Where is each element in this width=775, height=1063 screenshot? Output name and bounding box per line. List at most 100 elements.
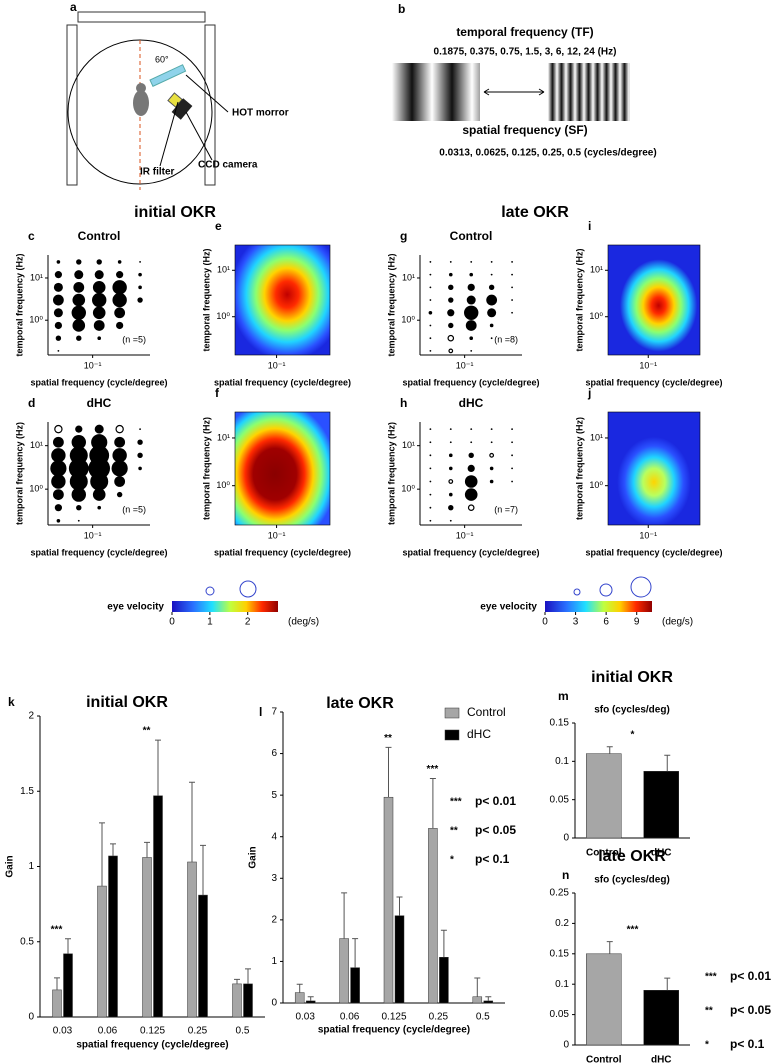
y-tick-label: 10⁰ — [216, 480, 230, 490]
colorbar-tick-label: 1 — [207, 617, 213, 628]
panel-label: e — [215, 219, 222, 233]
x-tick-label: dHC — [651, 848, 672, 859]
x-tick-label: 10⁻¹ — [268, 360, 286, 370]
bar — [586, 953, 622, 1046]
y-axis-label: temporal frequency (Hz) — [574, 417, 584, 520]
x-tick-label: 10⁻¹ — [456, 530, 474, 540]
bubble — [448, 479, 454, 484]
bubble — [138, 272, 142, 277]
bar — [586, 753, 622, 839]
error-bar — [200, 844, 206, 896]
bubble — [139, 261, 141, 263]
significance: *** — [51, 924, 63, 935]
grating-low — [392, 63, 480, 121]
y-tick-label: 1 — [271, 956, 277, 967]
bubble — [448, 453, 453, 458]
panel-label: c — [28, 229, 35, 243]
bubble — [112, 448, 127, 463]
bubble — [511, 441, 513, 444]
bubble — [94, 270, 104, 280]
error-bar — [664, 977, 671, 991]
heatmap — [607, 411, 701, 526]
bubble — [448, 297, 454, 303]
y-tick-label: 10⁰ — [29, 484, 43, 494]
bar — [643, 771, 679, 839]
bubble — [448, 504, 454, 511]
bubble — [470, 350, 473, 352]
error-bar — [307, 996, 314, 1001]
bubble — [470, 441, 473, 444]
bar — [142, 857, 152, 1018]
bubble — [54, 321, 62, 330]
bar — [383, 796, 394, 1004]
error-bar — [54, 977, 60, 990]
bubble — [112, 280, 127, 295]
bubble — [56, 518, 61, 523]
bubble — [56, 260, 61, 264]
arena-diagram — [66, 11, 229, 190]
bar — [198, 894, 208, 1018]
bubble — [97, 505, 102, 510]
bubble — [138, 285, 142, 290]
bar — [439, 957, 449, 1004]
bubble — [54, 424, 63, 434]
y-tick-label: 7 — [271, 707, 277, 718]
y-tick-label: 10¹ — [217, 432, 230, 442]
bubble — [73, 281, 85, 293]
bar — [108, 855, 118, 1018]
bar — [643, 990, 679, 1046]
error-bar — [296, 983, 303, 993]
x-axis-label: spatial frequency (cycle/degree) — [585, 377, 722, 387]
n-label: (n =5) — [122, 504, 146, 514]
bubble — [487, 308, 497, 318]
x-axis-label: spatial frequency (cycle/degree) — [318, 1025, 470, 1036]
bubble — [447, 334, 455, 342]
legend-swatch — [444, 729, 460, 741]
bubble — [75, 425, 83, 433]
x-tick-label: 0.03 — [295, 1012, 315, 1023]
n-label: (n =5) — [122, 334, 146, 344]
bubble — [467, 464, 475, 473]
colorbar-label: eye velocity — [107, 602, 164, 613]
bubble — [55, 335, 62, 341]
bubble — [489, 479, 494, 484]
y-tick-label: 0.15 — [550, 718, 570, 729]
significance: ** — [384, 733, 392, 744]
y-axis-label: temporal frequency (Hz) — [386, 253, 396, 356]
y-tick-label: 10⁰ — [589, 311, 603, 321]
camera-label: CCD camera — [198, 160, 258, 171]
y-tick-label: 1.5 — [20, 786, 34, 797]
significance: *** — [427, 764, 439, 775]
bubble — [464, 488, 478, 501]
bubble — [465, 320, 477, 331]
y-tick-label: 6 — [271, 748, 277, 759]
bubble — [52, 489, 64, 500]
x-tick-label: Control — [586, 1055, 622, 1063]
bubble — [489, 452, 495, 458]
chart-title: late OKR — [326, 695, 394, 712]
bar — [294, 992, 305, 1004]
panel-label: f — [215, 386, 220, 400]
y-tick-label: 10¹ — [590, 265, 603, 275]
bar — [350, 967, 360, 1004]
y-tick-label: 10¹ — [402, 272, 415, 282]
bubble — [92, 281, 106, 294]
error-bar — [352, 938, 359, 968]
bubble — [464, 305, 479, 320]
bar — [243, 983, 253, 1018]
error-bar — [155, 739, 161, 796]
bubble — [137, 297, 143, 303]
heatmap — [234, 411, 331, 526]
x-tick-label: 0.5 — [236, 1026, 250, 1037]
bubble — [54, 504, 62, 512]
y-tick-label: 10¹ — [402, 440, 415, 450]
y-tick-label: 10⁰ — [401, 315, 415, 325]
y-tick-label: 0 — [563, 833, 569, 844]
sf-title: spatial frequency (SF) — [462, 123, 587, 137]
bar — [187, 861, 197, 1018]
bubble — [139, 428, 141, 431]
bar — [483, 1000, 494, 1004]
error-bar — [189, 781, 195, 862]
n-label: (n =7) — [494, 504, 518, 514]
bubble — [490, 261, 493, 263]
